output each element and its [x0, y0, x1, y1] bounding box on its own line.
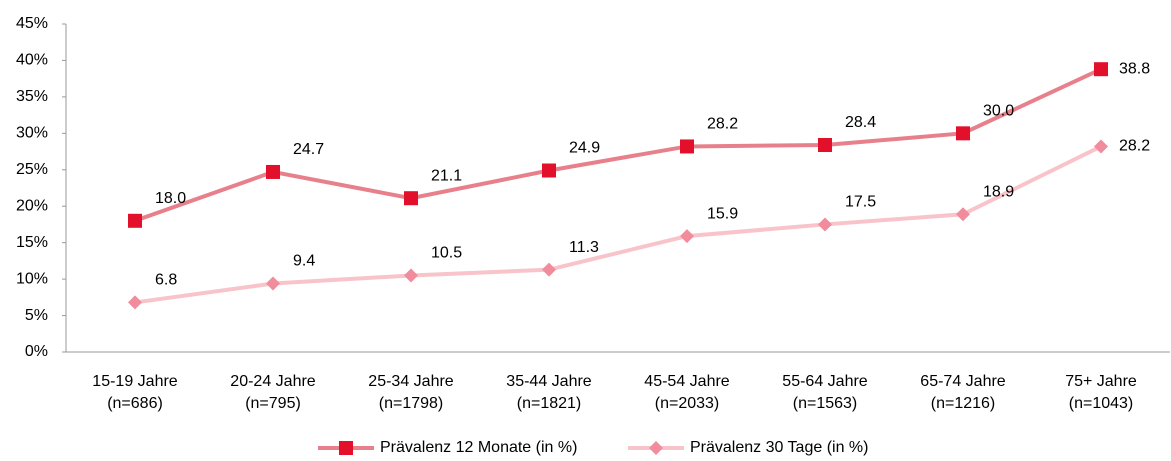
y-tick-label: 0%: [25, 343, 48, 360]
marker: [818, 137, 832, 152]
x-tick-label: 45-54 Jahre: [644, 373, 729, 390]
marker: [542, 262, 556, 277]
marker: [128, 295, 142, 310]
data-label: 6.8: [155, 272, 177, 289]
x-tick-label: 20-24 Jahre: [230, 373, 315, 390]
x-tick-label: 15-19 Jahre: [92, 373, 177, 390]
y-tick-label: 35%: [16, 88, 48, 105]
marker: [1094, 62, 1108, 77]
line: [134, 144, 1102, 305]
x-tick-label: (n=1798): [379, 395, 444, 412]
x-tick-label: 35-44 Jahre: [506, 373, 591, 390]
marker: [266, 164, 280, 179]
y-tick-label: 45%: [16, 15, 48, 32]
marker: [680, 229, 694, 244]
marker: [266, 276, 280, 291]
data-label: 38.8: [1119, 60, 1150, 77]
legend-label: Prävalenz 30 Tage (in %): [690, 439, 868, 456]
marker: [542, 163, 556, 178]
x-tick-label: 25-34 Jahre: [368, 373, 453, 390]
x-tick-label: 65-74 Jahre: [920, 373, 1005, 390]
x-tick-label: 75+ Jahre: [1065, 373, 1137, 390]
y-tick-label: 25%: [16, 161, 48, 178]
y-tick-label: 30%: [16, 125, 48, 142]
legend-marker: [339, 441, 353, 455]
x-tick-label: (n=1216): [931, 395, 996, 412]
line: [134, 67, 1102, 223]
y-tick-label: 40%: [16, 52, 48, 69]
marker: [404, 268, 418, 283]
data-label: 28.2: [707, 116, 738, 133]
data-label: 24.9: [569, 140, 600, 157]
x-tick-label: (n=1563): [793, 395, 858, 412]
data-label: 21.1: [431, 167, 462, 184]
legend-label: Prävalenz 12 Monate (in %): [380, 439, 577, 456]
data-label: 28.4: [845, 114, 876, 131]
marker: [680, 139, 694, 154]
data-label: 30.0: [983, 103, 1014, 120]
y-tick-label: 10%: [16, 270, 48, 287]
data-label: 18.9: [983, 183, 1014, 200]
data-label: 9.4: [293, 253, 315, 270]
marker: [956, 126, 970, 141]
data-label: 18.0: [155, 190, 186, 207]
x-tick-label: (n=2033): [655, 395, 720, 412]
y-tick-label: 5%: [25, 307, 48, 324]
data-label: 28.2: [1119, 138, 1150, 155]
x-tick-label: (n=1043): [1069, 395, 1134, 412]
data-label: 15.9: [707, 205, 738, 222]
marker: [956, 207, 970, 222]
marker: [818, 217, 832, 232]
data-label: 10.5: [431, 245, 462, 262]
y-tick-label: 20%: [16, 197, 48, 214]
x-tick-label: (n=1821): [517, 395, 582, 412]
data-label: 17.5: [845, 194, 876, 211]
marker: [404, 191, 418, 206]
data-label: 24.7: [293, 141, 324, 158]
marker: [128, 213, 142, 228]
marker: [1094, 139, 1108, 154]
x-tick-label: 55-64 Jahre: [782, 373, 867, 390]
x-tick-label: (n=686): [107, 395, 163, 412]
y-tick-label: 15%: [16, 234, 48, 251]
legend-marker: [649, 441, 663, 455]
data-label: 11.3: [569, 239, 599, 256]
x-tick-label: (n=795): [245, 395, 301, 412]
